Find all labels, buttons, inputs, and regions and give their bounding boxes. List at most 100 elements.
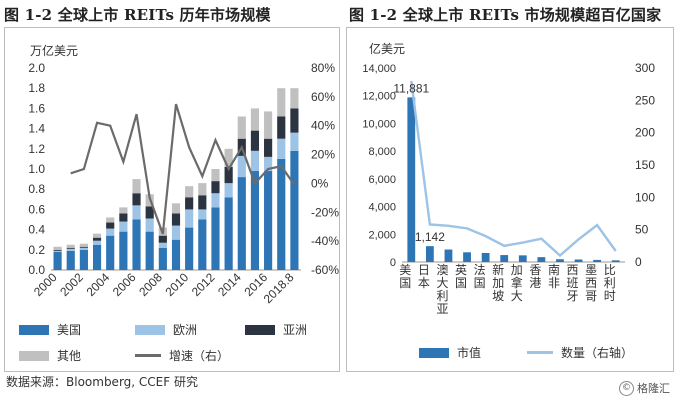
bar-欧洲-2008 xyxy=(158,242,167,248)
left-axis-tick-label: 14,000 xyxy=(362,63,396,75)
legend-other-swatch xyxy=(19,350,49,361)
left-chart-svg: 0.0 0.2 0.4 0.6 0.8 1.0 1.2 1.4 1.6 1.8 2.0 -60% -40… xyxy=(28,61,339,306)
x-axis-tick-label: 2004 xyxy=(84,270,113,299)
x-axis-tick-label: 2002 xyxy=(57,270,86,299)
legend-asia-label: 亚洲 xyxy=(283,323,308,337)
x-axis-tick-label: 2008 xyxy=(136,270,165,299)
bar-美国-2008 xyxy=(158,247,167,270)
bar-欧洲-2003 xyxy=(92,240,102,245)
bar-其他-2014 xyxy=(237,116,246,139)
growth-line xyxy=(70,103,296,235)
bar-其他-2005 xyxy=(119,207,128,214)
left-axis-tick-label: 2,000 xyxy=(368,229,396,241)
bar-美国-2004 xyxy=(106,235,115,270)
bar-亚洲-2018.8 xyxy=(290,108,299,133)
legend-market-value-swatch xyxy=(419,347,449,358)
x-axis-tick-label: 西班牙 xyxy=(567,263,579,303)
bar-其他-2004 xyxy=(106,217,115,223)
x-axis-tick-label: 2012 xyxy=(189,270,218,299)
x-axis-tick-label: 南非 xyxy=(548,262,560,290)
bar-市值-比利时 xyxy=(611,260,620,262)
x-axis-tick-label: 2018.8 xyxy=(261,270,297,306)
bar-欧洲-2002 xyxy=(79,247,88,250)
bar-欧洲-2017 xyxy=(277,138,286,159)
bar-欧洲-2000 xyxy=(53,250,62,252)
bar-其他-2006 xyxy=(132,179,141,194)
right-axis-tick-label: 80% xyxy=(311,61,335,75)
right-unit-label: 亿美元 xyxy=(369,42,406,56)
legend-count: 数量（右轴） xyxy=(527,344,633,361)
bar-其他-2018.8 xyxy=(290,88,299,109)
left-axis-tick-label: 1.2 xyxy=(28,142,45,156)
right-axis-tick-label: -40% xyxy=(311,234,339,248)
bar-欧洲-2015 xyxy=(250,150,260,172)
bar-美国-2017 xyxy=(277,158,286,270)
right-axis-tick-label: 250 xyxy=(635,93,655,107)
x-axis-tick-label: 加拿大 xyxy=(511,263,523,303)
left-chart-title: 图 1-2 全球上市 REITs 历年市场规模 xyxy=(4,6,271,24)
legend-us-label: 美国 xyxy=(57,323,82,337)
bar-美国-2005 xyxy=(119,231,128,270)
right-axis-tick-label: 150 xyxy=(635,158,655,172)
legend-europe-swatch xyxy=(135,324,165,335)
right-axis-tick-label: 50 xyxy=(635,223,649,237)
bar-欧洲-2013 xyxy=(224,183,233,198)
watermark: © 格隆汇 xyxy=(619,380,670,396)
bar-亚洲-2009 xyxy=(171,213,181,226)
left-axis-tick-label: 0.6 xyxy=(28,202,45,216)
bar-其他-2001 xyxy=(66,244,75,248)
bar-其他-2009 xyxy=(171,203,181,214)
x-axis-tick-label: 比利时 xyxy=(604,263,616,303)
bar-亚洲-2012 xyxy=(211,181,220,194)
bar-美国-2007 xyxy=(145,231,154,270)
bar-市值-西班牙 xyxy=(574,259,583,262)
bar-欧洲-2005 xyxy=(119,221,128,232)
bar-亚洲-2006 xyxy=(132,193,141,206)
left-axis-tick-label: 10,000 xyxy=(362,118,396,130)
bar-欧洲-2006 xyxy=(132,205,141,220)
bar-美国-2016 xyxy=(264,171,273,270)
bar-欧洲-2009 xyxy=(171,225,181,240)
bar-亚洲-2008 xyxy=(158,235,167,243)
bar-欧洲-2004 xyxy=(106,228,115,236)
bar-亚洲-2002 xyxy=(79,246,88,248)
x-axis-tick-label: 2014 xyxy=(215,270,244,299)
legend-market-value: 市值 xyxy=(419,344,481,361)
legend-growth-label: 增速（右） xyxy=(169,349,230,363)
bar-市值-英国 xyxy=(463,252,471,262)
bar-市值-日本 xyxy=(425,246,434,262)
left-axis-tick-label: 8,000 xyxy=(368,146,396,158)
bar-欧洲-2010 xyxy=(185,209,194,228)
bar-其他-2003 xyxy=(92,233,102,238)
bar-美国-2010 xyxy=(185,227,194,270)
bar-亚洲-2000 xyxy=(53,249,62,251)
x-axis-tick-label: 美国 xyxy=(399,263,411,290)
left-axis-tick-label: 1.8 xyxy=(28,81,45,95)
bar-亚洲-2001 xyxy=(66,247,75,249)
bar-亚洲-2003 xyxy=(92,237,102,241)
watermark-icon: © xyxy=(619,380,634,396)
legend-count-line xyxy=(527,351,553,354)
bar-欧洲-2018.8 xyxy=(290,132,299,151)
bar-其他-2017 xyxy=(277,88,286,117)
left-axis-tick-label: 0.0 xyxy=(28,263,45,277)
bar-亚洲-2005 xyxy=(119,213,128,222)
bar-美国-2000 xyxy=(53,251,62,270)
bar-市值-墨西哥 xyxy=(593,259,602,262)
bar-美国-2018.8 xyxy=(290,150,299,270)
bar-市值-加拿大 xyxy=(518,255,527,262)
bar-其他-2013 xyxy=(224,148,233,167)
left-axis-tick-label: 4,000 xyxy=(368,202,396,214)
right-axis-tick-label: 40% xyxy=(311,119,335,133)
x-axis-tick-label: 2010 xyxy=(162,270,191,299)
bar-欧洲-2012 xyxy=(211,193,220,208)
bar-美国-2006 xyxy=(132,219,141,270)
bar-美国-2014 xyxy=(237,177,246,270)
legend-count-label: 数量（右轴） xyxy=(561,346,634,360)
right-axis-tick-label: 0 xyxy=(635,255,642,269)
bar-亚洲-2015 xyxy=(250,130,260,151)
bar-美国-2012 xyxy=(211,207,220,270)
legend-other: 其他 xyxy=(19,347,81,364)
bar-亚洲-2016 xyxy=(264,138,273,157)
x-axis-tick-label: 法国 xyxy=(474,263,486,290)
